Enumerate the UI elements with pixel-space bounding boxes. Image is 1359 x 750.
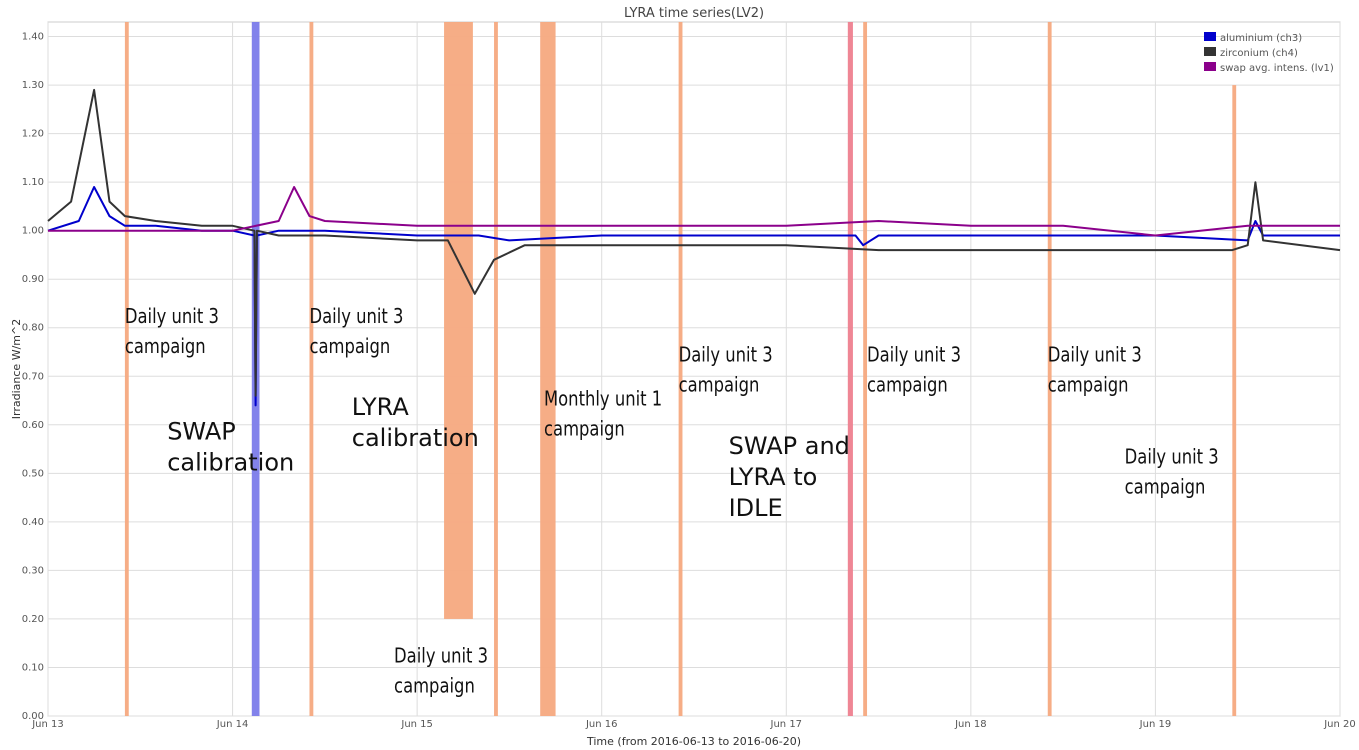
band-daily <box>863 22 868 716</box>
y-tick-label: 0.60 <box>22 420 44 431</box>
x-tick-label: Jun 16 <box>585 719 618 730</box>
band-daily <box>309 22 314 716</box>
series-line-0 <box>47 186 1340 407</box>
legend-label: swap avg. intens. (lv1) <box>1220 63 1334 74</box>
annotation-line: campaign <box>867 374 948 397</box>
annotation-line: campaign <box>1125 476 1206 499</box>
band-monthly <box>540 22 556 716</box>
x-tick-label: Jun 14 <box>216 719 249 730</box>
band-daily <box>124 22 129 716</box>
annotation-text: Daily unit 3 campaign <box>394 645 488 698</box>
chart-title: LYRA time series(LV2) <box>624 6 764 21</box>
band-daily <box>494 22 498 716</box>
y-tick-label: 0.00 <box>22 711 44 722</box>
y-tick-label: 0.50 <box>22 468 44 479</box>
annotation-line: Daily unit 3 <box>394 645 488 668</box>
x-axis-label: Time (from 2016-06-13 to 2016-06-20) <box>586 735 801 748</box>
annotation-text: Daily unit 3 campaign <box>125 305 219 358</box>
y-tick-label: 1.20 <box>22 129 44 140</box>
y-tick-label: 0.20 <box>22 614 44 625</box>
annotation-line: Monthly unit 1 <box>544 388 662 411</box>
y-tick-label: 0.40 <box>22 517 44 528</box>
annotation-line: Daily unit 3 <box>1125 446 1219 469</box>
annotation-line: LYRA to <box>729 463 818 491</box>
annotation-text: Daily unit 3 campaign <box>309 305 403 358</box>
legend-swatch <box>1204 62 1216 71</box>
annotation-text: Monthly unit 1 campaign <box>544 388 662 441</box>
annotation-line: Daily unit 3 <box>1048 344 1142 367</box>
y-tick-label: 0.30 <box>22 565 44 576</box>
y-axis-label: Irradiance W/m^2 <box>10 319 23 419</box>
annotation-text: SWAP calibration <box>167 417 294 476</box>
x-tick-label: Jun 19 <box>1139 719 1172 730</box>
annotation-line: calibration <box>167 448 294 476</box>
annotation-line: calibration <box>352 424 479 452</box>
y-tick-label: 1.40 <box>22 32 44 43</box>
band-daily <box>1047 22 1052 716</box>
annotation-text: SWAP and LYRA to IDLE <box>729 432 850 522</box>
annotation-line: Daily unit 3 <box>309 305 403 328</box>
annotation-text: Daily unit 3 campaign <box>1125 446 1219 499</box>
annotation-line: IDLE <box>729 494 783 522</box>
y-tick-label: 1.30 <box>22 80 44 91</box>
y-tick-label: 0.70 <box>22 371 44 382</box>
x-tick-label: Jun 13 <box>31 719 64 730</box>
x-tick-label: Jun 18 <box>954 719 987 730</box>
annotation-text: Daily unit 3 campaign <box>679 344 773 397</box>
annotation-line: Daily unit 3 <box>125 305 219 328</box>
y-tick-label: 0.90 <box>22 274 44 285</box>
annotation-line: campaign <box>309 335 390 358</box>
y-tick-label: 0.10 <box>22 662 44 673</box>
x-tick-label: Jun 15 <box>400 719 433 730</box>
annotation-line: SWAP <box>167 417 236 445</box>
annotation-line: campaign <box>394 675 475 698</box>
series-line-2 <box>48 186 1340 237</box>
annotation-text: Daily unit 3 campaign <box>1048 344 1142 397</box>
x-tick-label: Jun 17 <box>770 719 803 730</box>
band-lyra-calibration <box>444 22 473 619</box>
plot-background <box>47 21 1341 717</box>
annotation-line: campaign <box>544 418 625 441</box>
band-idle <box>847 22 853 716</box>
annotation-text: Daily unit 3 campaign <box>867 344 961 397</box>
annotation-line: SWAP and <box>729 432 850 460</box>
y-tick-label: 1.10 <box>22 177 44 188</box>
legend-swatch <box>1204 47 1216 56</box>
series-line-1 <box>47 88 1341 397</box>
legend-swatch <box>1204 32 1216 41</box>
annotation-text: LYRA calibration <box>352 393 479 452</box>
annotation-line: campaign <box>1048 374 1129 397</box>
y-tick-label: 0.80 <box>22 323 44 334</box>
y-tick-label: 1.00 <box>22 226 44 237</box>
annotation-line: campaign <box>125 335 206 358</box>
annotation-line: LYRA <box>352 393 410 421</box>
annotation-line: Daily unit 3 <box>867 344 961 367</box>
x-tick-label: Jun 20 <box>1323 719 1356 730</box>
legend-label: zirconium (ch4) <box>1220 48 1298 59</box>
band-daily <box>678 22 683 716</box>
legend-label: aluminium (ch3) <box>1220 33 1302 44</box>
band-daily <box>1232 85 1237 716</box>
annotation-line: Daily unit 3 <box>679 344 773 367</box>
annotation-line: campaign <box>679 374 760 397</box>
